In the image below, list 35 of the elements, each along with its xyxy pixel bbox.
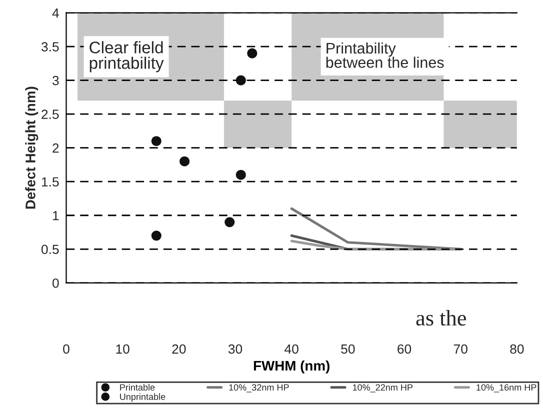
point <box>236 170 246 180</box>
point <box>180 156 190 166</box>
x-tick-label: 70 <box>454 344 468 354</box>
x-tick-label: 80 <box>510 344 524 354</box>
x-tick-label: 10 <box>116 344 130 354</box>
legend-label: 10%_32nm HP <box>229 384 289 392</box>
y-tick-label: 1.5 <box>42 177 59 187</box>
x-tick-label: 60 <box>398 344 412 354</box>
y-tick-label: 3 <box>52 76 59 86</box>
y-axis-title: Defect Height (nm) <box>25 86 38 209</box>
y-tick-label: 1 <box>52 211 59 220</box>
y-tick-label: 2.5 <box>42 110 59 119</box>
x-tick-label: 0 <box>63 344 70 354</box>
annotation: Clear field printability <box>90 41 164 72</box>
point <box>151 136 162 146</box>
x-tick-label: 20 <box>172 344 186 354</box>
y-tick-label: 2 <box>52 143 59 153</box>
legend-label: 10%_22nm HP <box>352 384 412 392</box>
legend-label: Unprintable <box>120 393 166 402</box>
legend-label: 10%_16nm HP <box>476 384 536 392</box>
point <box>236 75 246 86</box>
y-tick-label: 0.5 <box>41 244 59 254</box>
annotation: Printability between the lines <box>326 42 444 68</box>
point <box>151 230 162 241</box>
y-tick-label: 3.5 <box>41 42 59 52</box>
point <box>247 48 258 58</box>
x-tick-label: 30 <box>228 344 242 354</box>
x-tick-label: 40 <box>284 344 298 354</box>
legend-label: Printable <box>120 384 155 391</box>
y-tick-label: 0 <box>52 278 59 288</box>
x-tick-label: 50 <box>341 344 355 354</box>
x-axis-title: FWHM (nm) <box>254 360 330 374</box>
y-tick-label: 4 <box>52 8 59 18</box>
text: as the <box>416 310 466 326</box>
point <box>224 217 235 228</box>
